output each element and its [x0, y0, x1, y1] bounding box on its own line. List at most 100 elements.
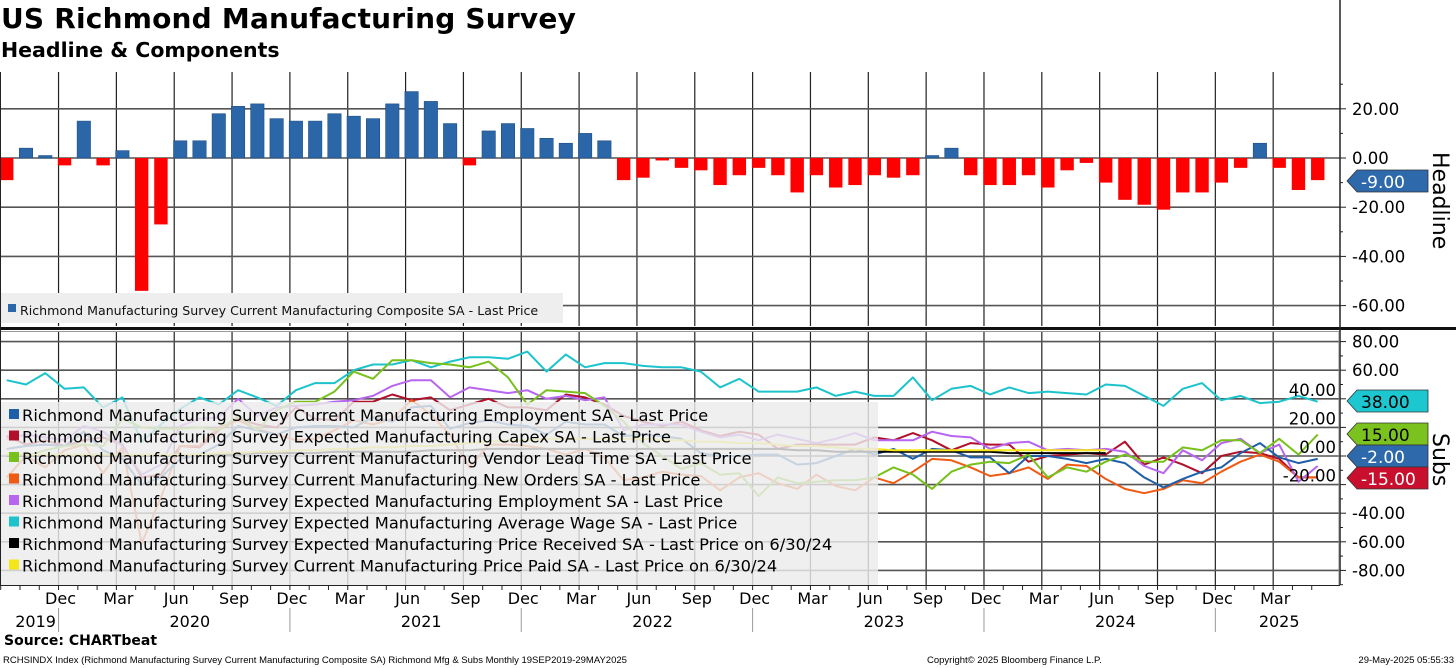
- x-year-label: 2021: [401, 612, 442, 631]
- legend-label: Richmond Manufacturing Survey Current Ma…: [22, 471, 700, 490]
- headline-bar: [597, 140, 612, 159]
- y-tick-label: 0.00: [1352, 149, 1389, 168]
- x-month-label: Dec: [1202, 589, 1233, 608]
- x-month-label: Jun: [163, 589, 189, 608]
- headline-bar: [520, 128, 535, 159]
- legend-item: Richmond Manufacturing Survey Expected M…: [9, 535, 832, 554]
- headline-bar: [115, 150, 130, 159]
- y-tick-label: 0.00: [1299, 438, 1336, 457]
- subs-legend: Richmond Manufacturing Survey Current Ma…: [0, 402, 878, 585]
- headline-bar: [809, 158, 824, 176]
- headline-bar: [481, 130, 496, 159]
- headline-bar: [327, 113, 342, 159]
- headline-bar: [1118, 158, 1132, 200]
- subs-line-average-wage: [6, 350, 1318, 443]
- x-month-label: Jun: [1088, 589, 1114, 608]
- headline-bar: [713, 158, 727, 186]
- last-value-badge: -15.00: [1346, 466, 1429, 490]
- headline-bar: [346, 115, 361, 159]
- headline-bar: [964, 158, 978, 176]
- headline-bar: [925, 155, 940, 159]
- headline-bar: [636, 158, 650, 178]
- headline-bar: [1176, 158, 1190, 193]
- headline-bar: [1195, 158, 1209, 193]
- legend-item: Richmond Manufacturing Survey Current Ma…: [9, 557, 777, 576]
- legend-label: Richmond Manufacturing Survey Current Ma…: [20, 303, 538, 318]
- headline-bar: [1156, 158, 1171, 210]
- x-year-label: 2025: [1259, 612, 1300, 631]
- headline-bar: [1079, 158, 1094, 163]
- x-year-label: 2020: [170, 612, 211, 631]
- headline-bar: [732, 158, 747, 176]
- y-tick-label: -40.00: [1352, 504, 1405, 523]
- headline-bar: [269, 118, 284, 159]
- x-year-label: 2019: [15, 612, 56, 631]
- headline-bar: [867, 158, 881, 176]
- legend-label: Richmond Manufacturing Survey Expected M…: [22, 492, 723, 511]
- legend-item: Richmond Manufacturing Survey Current Ma…: [9, 406, 708, 425]
- headline-bar: [173, 140, 188, 159]
- legend-swatch: [9, 538, 19, 548]
- badge-value: 15.00: [1361, 426, 1410, 446]
- legend-swatch: [9, 452, 19, 462]
- headline-bar: [983, 158, 997, 186]
- y-tick-label: 20.00: [1289, 409, 1336, 428]
- headline-bar: [1311, 158, 1325, 181]
- x-month-label: Jun: [625, 589, 651, 608]
- headline-bar: [616, 158, 631, 181]
- headline-bar: [134, 158, 149, 291]
- x-month-label: Dec: [276, 589, 307, 608]
- last-value-badge: -2.00: [1346, 444, 1429, 468]
- headline-bar: [308, 120, 323, 159]
- panel-label-subs: Subs: [1427, 433, 1452, 486]
- headline-bars: [0, 91, 1325, 291]
- headline-bar: [423, 101, 438, 159]
- x-month-label: Sep: [1144, 589, 1174, 608]
- legend-swatch: [9, 430, 19, 441]
- legend-swatch: [9, 473, 19, 484]
- legend-swatch: [8, 304, 16, 312]
- headline-bar: [1060, 158, 1074, 171]
- headline-bar: [1272, 158, 1286, 168]
- x-month-label: Sep: [682, 589, 712, 608]
- headline-bar: [57, 158, 72, 166]
- x-year-label: 2024: [1095, 612, 1136, 631]
- last-value-badge: 15.00: [1346, 422, 1429, 446]
- legend-item: Richmond Manufacturing Survey Expected M…: [9, 492, 723, 511]
- headline-bar: [1021, 158, 1036, 176]
- chart-title: US Richmond Manufacturing Survey: [1, 2, 577, 35]
- y-tick-label: -80.00: [1352, 561, 1405, 580]
- legend-label: Richmond Manufacturing Survey Current Ma…: [22, 406, 708, 425]
- headline-bar: [366, 118, 381, 159]
- footer-copyright: Copyright© 2025 Bloomberg Finance L.P.: [927, 655, 1102, 666]
- headline-bar: [96, 158, 110, 166]
- source-label: Source: CHARTbeat: [4, 633, 158, 649]
- x-axis: Dec Mar Jun Sep Dec Mar Jun Sep Dec Mar Jun Sep Dec M…: [0, 585, 1340, 632]
- legend-label: Richmond Manufacturing Survey Current Ma…: [22, 449, 752, 468]
- badge-value: -15.00: [1361, 470, 1416, 490]
- x-year-label: 2022: [632, 612, 673, 631]
- badge-shape: [1346, 422, 1429, 446]
- headline-bar: [1098, 158, 1113, 183]
- chart-subtitle: Headline & Components: [1, 38, 280, 62]
- headline-bar: [944, 147, 959, 159]
- badge-value: 38.00: [1361, 393, 1410, 413]
- legend-label: Richmond Manufacturing Survey Expected M…: [22, 535, 832, 554]
- headline-bar: [578, 133, 593, 159]
- badge-shape: [1346, 169, 1429, 193]
- headline-bar: [211, 113, 226, 159]
- x-month-label: Jun: [394, 589, 420, 608]
- headline-bar: [250, 103, 265, 159]
- headline-bar: [154, 158, 168, 225]
- badge-value: -9.00: [1361, 173, 1405, 193]
- footer-description: RCHSINDX Index (Richmond Manufacturing S…: [3, 655, 627, 666]
- headline-bar: [500, 123, 515, 159]
- headline-bar: [1233, 158, 1248, 168]
- y-tick-label: -40.00: [1352, 247, 1405, 266]
- headline-bar: [771, 158, 785, 176]
- right-axis: 20.00 0.00 -20.00 -40.00 -60.00 80.00 60.00 40.…: [1283, 0, 1405, 586]
- badge-shape: [1346, 389, 1429, 413]
- legend-swatch: [9, 409, 19, 419]
- legend-item: Richmond Manufacturing Survey Expected M…: [9, 514, 737, 533]
- headline-bar: [192, 140, 207, 159]
